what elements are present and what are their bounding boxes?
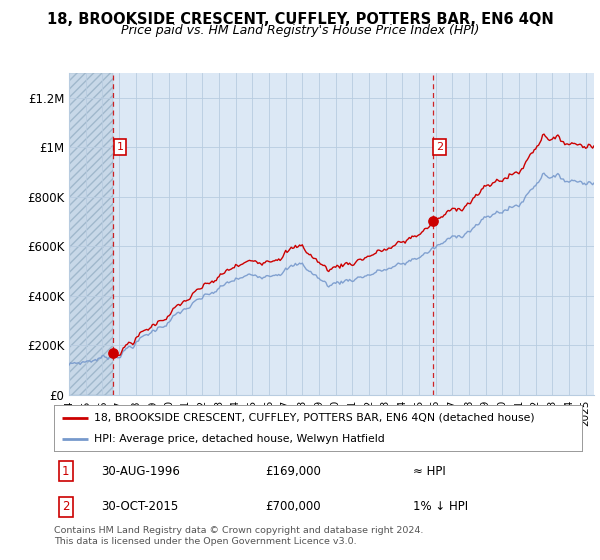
Text: 2: 2	[436, 142, 443, 152]
Text: 2: 2	[62, 500, 70, 513]
Text: Price paid vs. HM Land Registry's House Price Index (HPI): Price paid vs. HM Land Registry's House …	[121, 24, 479, 36]
Text: 1% ↓ HPI: 1% ↓ HPI	[413, 500, 468, 513]
Text: £700,000: £700,000	[265, 500, 321, 513]
Text: HPI: Average price, detached house, Welwyn Hatfield: HPI: Average price, detached house, Welw…	[94, 435, 385, 444]
Text: 1: 1	[62, 465, 70, 478]
Text: 18, BROOKSIDE CRESCENT, CUFFLEY, POTTERS BAR, EN6 4QN (detached house): 18, BROOKSIDE CRESCENT, CUFFLEY, POTTERS…	[94, 413, 534, 423]
Bar	[69, 73, 113, 395]
Text: 30-AUG-1996: 30-AUG-1996	[101, 465, 181, 478]
Text: 30-OCT-2015: 30-OCT-2015	[101, 500, 179, 513]
Text: ≈ HPI: ≈ HPI	[413, 465, 446, 478]
Point	[109, 348, 118, 357]
Text: 18, BROOKSIDE CRESCENT, CUFFLEY, POTTERS BAR, EN6 4QN: 18, BROOKSIDE CRESCENT, CUFFLEY, POTTERS…	[47, 12, 553, 27]
Text: £169,000: £169,000	[265, 465, 321, 478]
Text: Contains HM Land Registry data © Crown copyright and database right 2024.
This d: Contains HM Land Registry data © Crown c…	[54, 526, 424, 546]
Text: 1: 1	[116, 142, 124, 152]
Point	[428, 217, 437, 226]
